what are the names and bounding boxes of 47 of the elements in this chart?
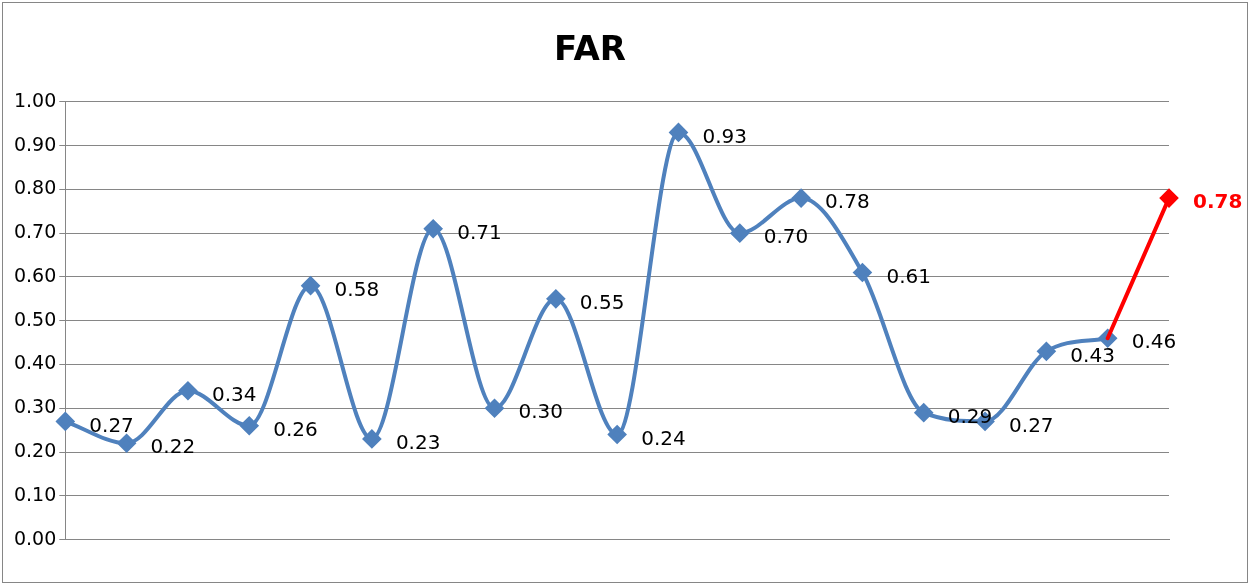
point (608, 425, 627, 444)
data-label: 0.27 (89, 412, 134, 437)
point (853, 263, 872, 282)
point (301, 276, 320, 295)
data-label: 0.22 (150, 434, 196, 459)
data-label: 0.34 (211, 381, 257, 406)
y-tick-label: 0.20 (13, 438, 57, 461)
data-label: 0.46 (1131, 329, 1177, 354)
y-tick-label: 0.30 (13, 395, 57, 418)
y-tick-label: 0.50 (13, 307, 57, 330)
y-tick-label: 0.80 (13, 176, 57, 199)
point (792, 189, 811, 208)
y-tick-label: 0.00 (13, 526, 57, 549)
point (669, 123, 688, 142)
data-label: 0.30 (518, 399, 564, 424)
data-label: 0.23 (395, 430, 441, 455)
point (362, 429, 381, 448)
chart-title: FAR (554, 28, 626, 69)
point (117, 434, 136, 453)
point (1037, 342, 1056, 361)
point (546, 289, 565, 308)
y-tick-label: 0.40 (13, 351, 57, 374)
data-label: 0.78 (825, 189, 870, 214)
data-label: 0.55 (579, 290, 625, 315)
y-tick-label: 0.90 (13, 132, 57, 155)
data-label: 0.71 (457, 219, 502, 244)
data-label: 0.78 (1193, 189, 1243, 214)
point (240, 416, 259, 435)
point (178, 381, 197, 400)
data-label: 0.58 (334, 276, 380, 301)
point (424, 219, 443, 238)
y-tick-label: 0.10 (13, 482, 57, 505)
y-tick-label: 0.60 (13, 263, 57, 286)
y-tick-label: 1.00 (13, 88, 57, 111)
point (914, 403, 933, 422)
y-tick-label: 0.70 (13, 220, 57, 243)
data-label: 0.70 (763, 224, 809, 249)
point (730, 224, 749, 243)
data-label: 0.26 (273, 416, 318, 441)
data-label: 0.61 (886, 263, 931, 288)
point (1160, 189, 1178, 208)
data-label: 0.93 (702, 123, 747, 148)
point (56, 412, 75, 431)
data-label: 0.43 (1070, 342, 1115, 367)
point (485, 399, 504, 418)
data-label: 0.27 (1009, 412, 1054, 437)
data-label: 0.24 (641, 425, 686, 450)
